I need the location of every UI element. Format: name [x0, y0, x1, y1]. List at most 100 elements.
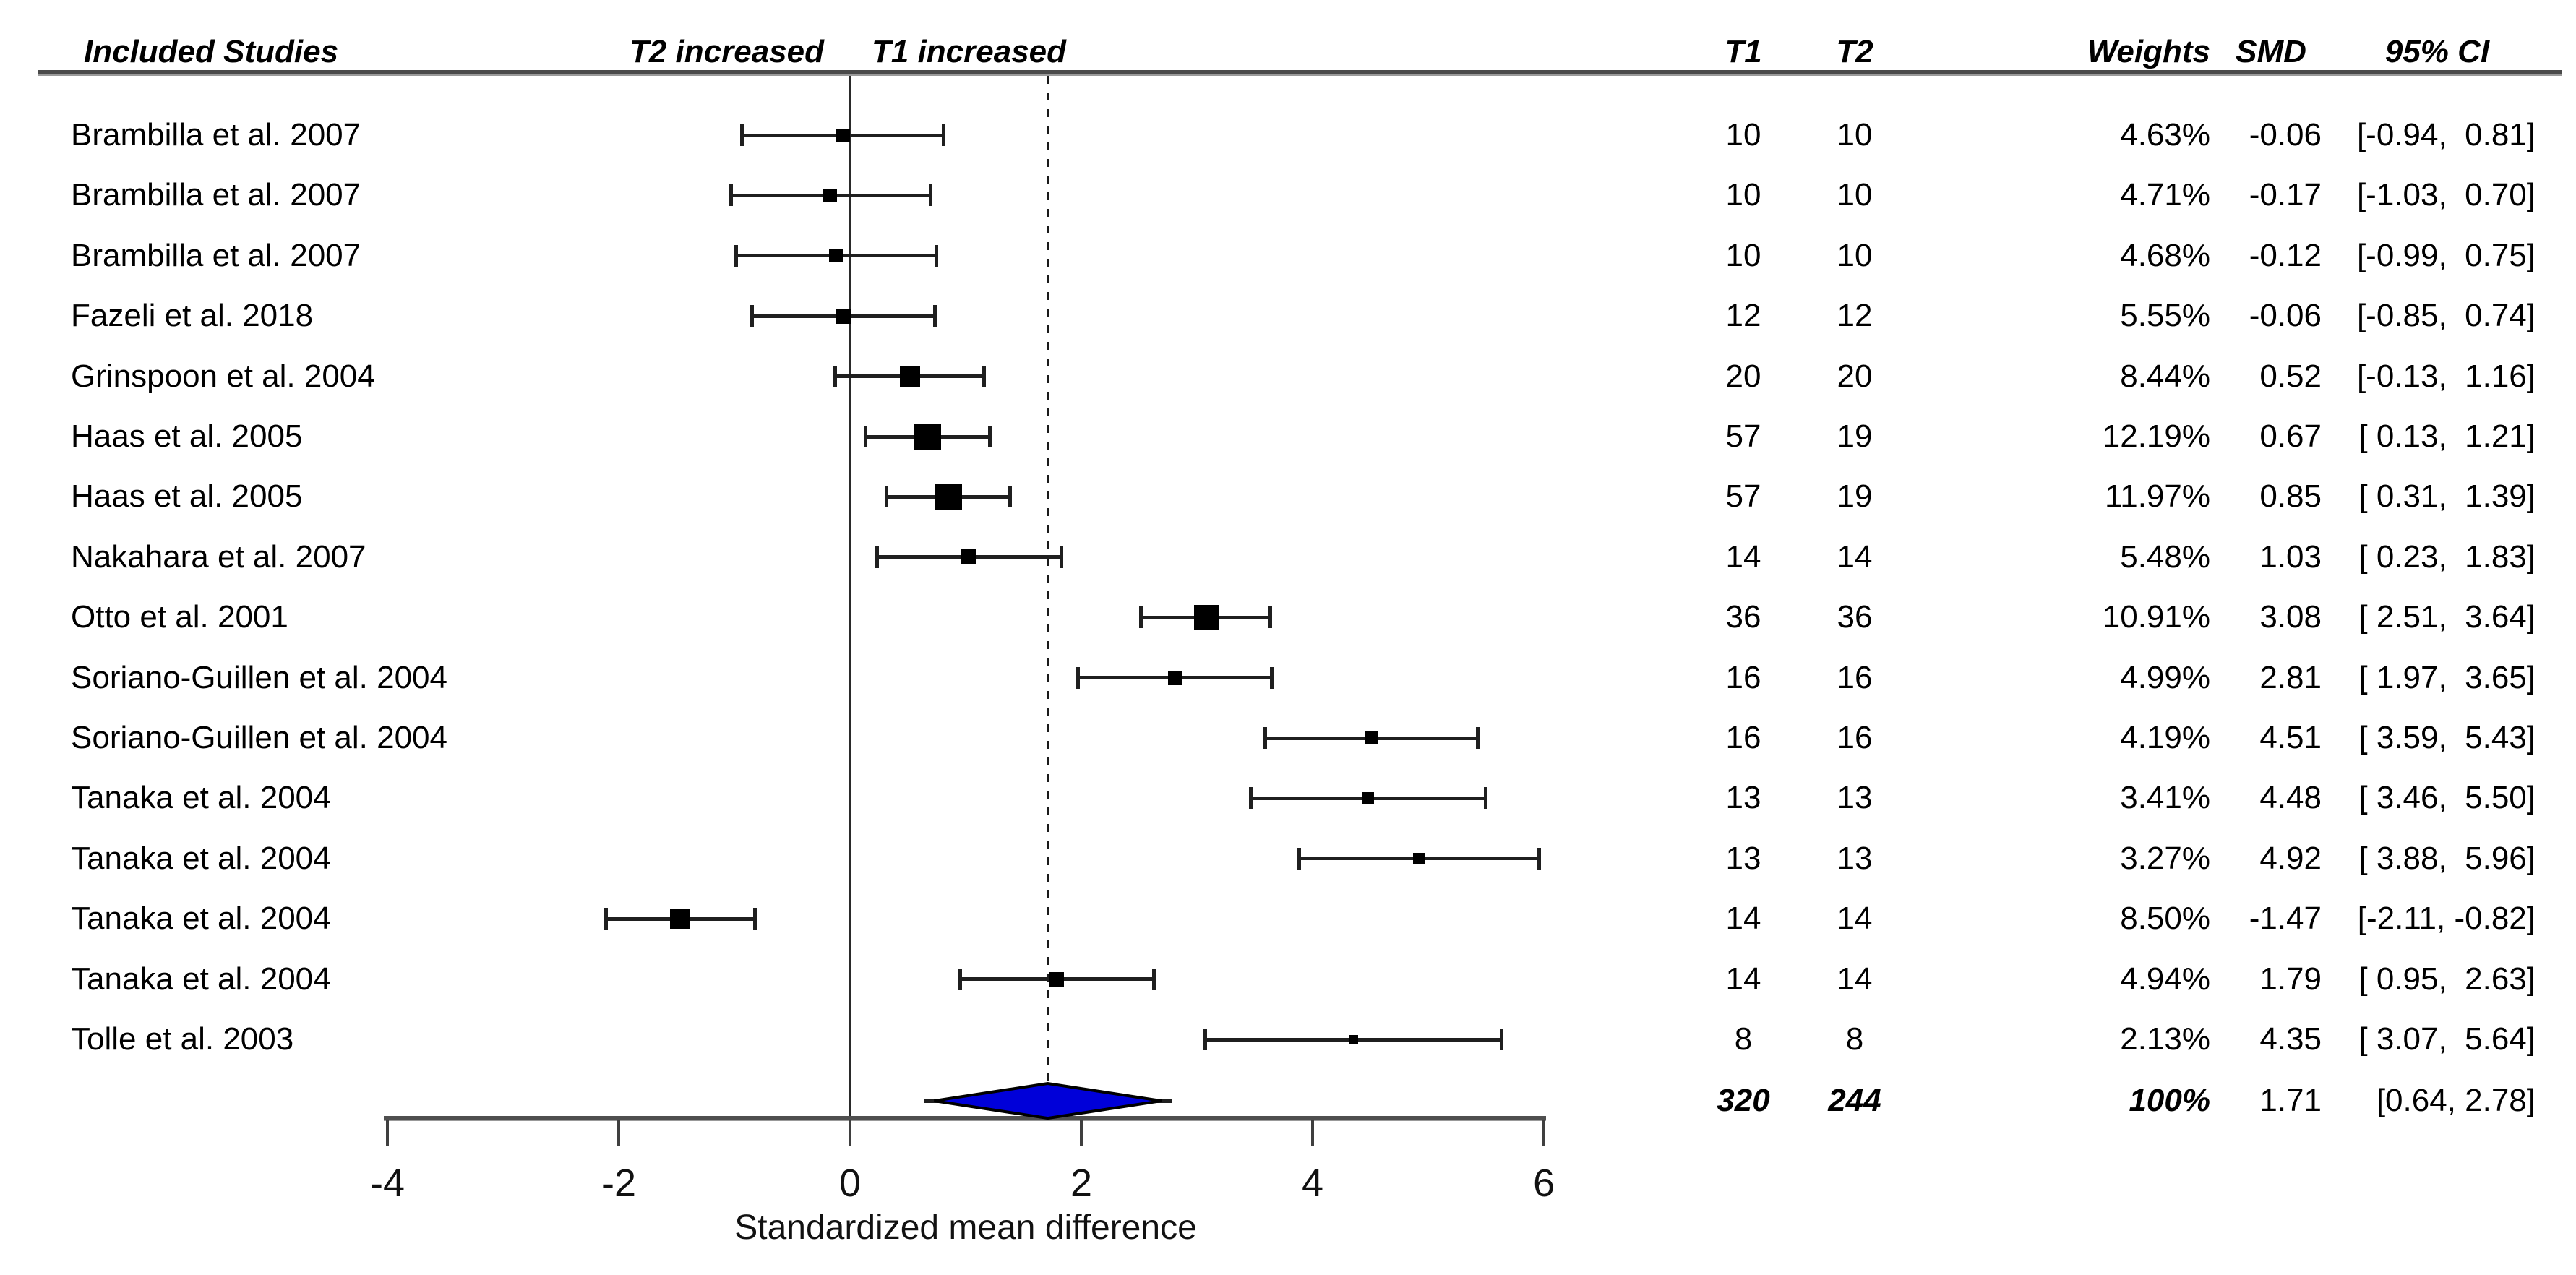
study-ci-value: [-0.13, 1.16] — [2356, 358, 2536, 394]
study-label: Tanaka et al. 2004 — [71, 901, 331, 937]
study-smd-value: 0.67 — [2259, 418, 2322, 454]
study-ci-value: [ 0.31, 1.39] — [2358, 478, 2536, 515]
study-t2-n: 16 — [1837, 720, 1873, 755]
ci-cap-left — [1297, 847, 1301, 870]
smd-marker — [1349, 1035, 1358, 1044]
smd-marker — [829, 249, 843, 262]
smd-marker — [670, 909, 690, 929]
ci-cap-left — [1138, 606, 1143, 629]
study-weight: 11.97% — [2105, 478, 2210, 515]
study-t1-n: 12 — [1725, 298, 1761, 334]
study-t2-n: 8 — [1845, 1021, 1864, 1057]
study-weight: 4.19% — [2120, 720, 2210, 755]
study-t1-n: 14 — [1725, 961, 1761, 997]
study-smd-value: 1.79 — [2259, 961, 2322, 997]
x-axis-line — [384, 1116, 1546, 1121]
smd-marker — [836, 309, 851, 324]
study-ci-value: [ 3.59, 5.43] — [2358, 720, 2536, 755]
study-t2-n: 14 — [1837, 538, 1873, 575]
ci-cap-right — [1270, 666, 1274, 689]
study-smd-value: -0.06 — [2249, 117, 2322, 153]
study-weight: 4.68% — [2120, 237, 2210, 273]
study-weight: 12.19% — [2102, 418, 2210, 454]
smd-marker — [836, 129, 850, 142]
study-t1-n: 57 — [1725, 478, 1761, 515]
x-axis-tick-label: 2 — [1070, 1162, 1093, 1205]
total-smd-value: 1.71 — [2259, 1083, 2322, 1119]
study-smd-value: 4.48 — [2259, 780, 2322, 816]
smd-marker — [914, 424, 941, 450]
x-axis-tick — [386, 1120, 389, 1146]
ci-cap-right — [1500, 1029, 1504, 1050]
study-ci-value: [-1.03, 0.70] — [2356, 177, 2536, 213]
study-weight: 4.63% — [2120, 117, 2210, 153]
ci-cap-left — [1248, 787, 1253, 810]
study-t1-n: 20 — [1725, 358, 1761, 394]
smd-marker — [1365, 731, 1378, 744]
ci-cap-left — [833, 365, 838, 387]
study-t1-n: 10 — [1725, 177, 1761, 213]
study-smd-value: 1.03 — [2259, 538, 2322, 575]
study-t2-n: 19 — [1837, 418, 1873, 454]
ci-cap-right — [929, 184, 932, 207]
study-weight: 10.91% — [2102, 599, 2210, 635]
study-weight: 4.99% — [2120, 659, 2210, 695]
study-t2-n: 12 — [1837, 298, 1873, 334]
study-ci-value: [ 3.88, 5.96] — [2358, 840, 2536, 876]
study-smd-value: 4.51 — [2259, 720, 2322, 755]
study-ci-value: [ 0.23, 1.83] — [2358, 538, 2536, 575]
study-t1-n: 16 — [1725, 659, 1761, 695]
x-axis-tick-label: 4 — [1301, 1162, 1324, 1205]
ci-cap-left — [734, 244, 738, 267]
total-t2-n: 244 — [1828, 1083, 1881, 1119]
smd-marker — [1194, 605, 1219, 630]
study-label: Tanaka et al. 2004 — [71, 840, 331, 876]
total-t1-n: 320 — [1717, 1083, 1770, 1119]
study-t2-n: 10 — [1837, 237, 1873, 273]
study-t2-n: 19 — [1837, 478, 1873, 515]
column-header-95ci: 95% CI — [2384, 34, 2490, 69]
ci-cap-right — [1268, 606, 1273, 629]
study-label: Brambilla et al. 2007 — [71, 117, 361, 153]
ci-cap-left — [863, 426, 867, 447]
study-t1-n: 36 — [1725, 599, 1761, 635]
ci-cap-right — [1008, 486, 1013, 508]
study-label: Tolle et al. 2003 — [71, 1021, 294, 1057]
study-label: Haas et al. 2005 — [71, 418, 303, 454]
study-t2-n: 20 — [1837, 358, 1873, 394]
study-smd-value: 0.52 — [2259, 358, 2322, 394]
study-ci-value: [ 3.46, 5.50] — [2358, 780, 2536, 816]
study-weight: 4.94% — [2120, 961, 2210, 997]
study-t1-n: 13 — [1725, 840, 1761, 876]
smd-marker — [1168, 671, 1182, 685]
study-t1-n: 10 — [1725, 117, 1761, 153]
ci-cap-right — [987, 426, 992, 447]
pooled-estimate-dashed-line — [1047, 76, 1049, 1085]
study-label: Nakahara et al. 2007 — [71, 538, 366, 575]
x-axis-tick-label: -4 — [369, 1162, 405, 1205]
column-header-t2: T2 — [1836, 34, 1873, 69]
study-weight: 5.48% — [2120, 538, 2210, 575]
x-axis-tick — [1311, 1120, 1314, 1146]
column-header-weights: Weights — [2087, 34, 2210, 69]
study-label: Brambilla et al. 2007 — [71, 237, 361, 273]
ci-cap-left — [958, 968, 962, 990]
total-ci-value: [0.64, 2.78] — [2376, 1083, 2536, 1119]
study-smd-value: 2.81 — [2259, 659, 2322, 695]
study-label: Soriano-Guillen et al. 2004 — [71, 720, 447, 755]
direction-label-t2-increased: T2 increased — [629, 34, 824, 69]
study-smd-value: 4.35 — [2259, 1021, 2322, 1057]
study-label: Otto et al. 2001 — [71, 599, 288, 635]
x-axis-tick-label: 6 — [1532, 1162, 1555, 1205]
smd-marker — [935, 484, 962, 510]
study-weight: 2.13% — [2120, 1021, 2210, 1057]
study-ci-value: [ 1.97, 3.65] — [2358, 659, 2536, 695]
ci-cap-left — [875, 546, 879, 568]
ci-cap-right — [1151, 968, 1156, 990]
study-t1-n: 10 — [1725, 237, 1761, 273]
study-weight: 4.71% — [2120, 177, 2210, 213]
study-t1-n: 14 — [1725, 901, 1761, 937]
ci-cap-right — [1475, 727, 1480, 749]
study-smd-value: -1.47 — [2249, 901, 2322, 937]
